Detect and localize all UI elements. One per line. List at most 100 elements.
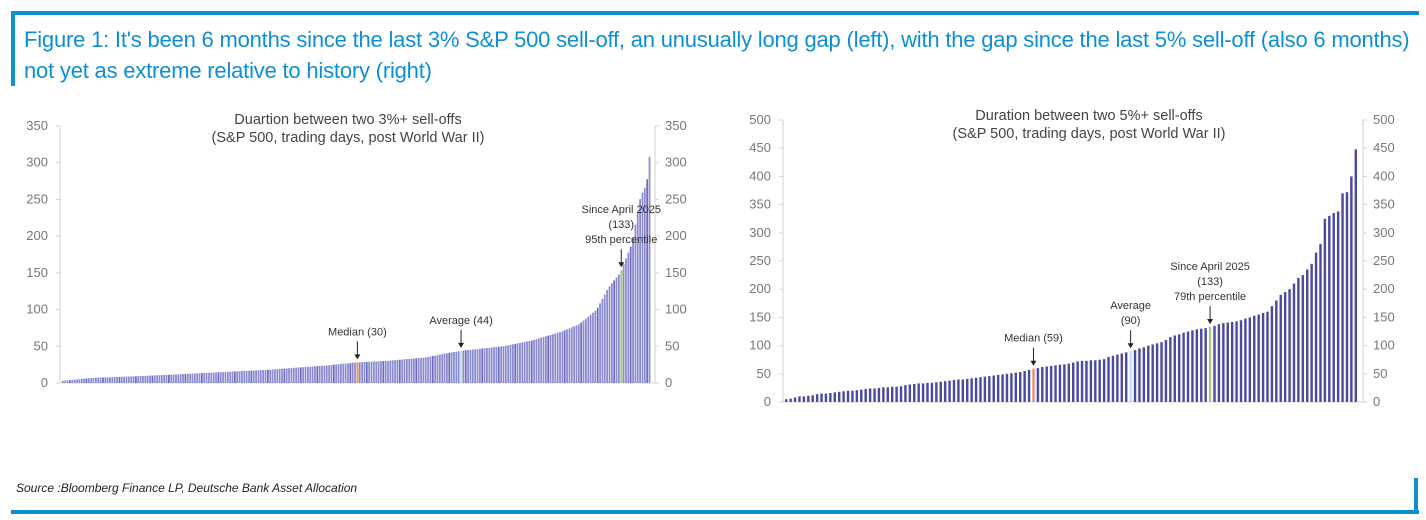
- bar: [556, 332, 559, 383]
- bar: [899, 386, 903, 402]
- bar: [179, 374, 182, 383]
- bar: [391, 360, 394, 383]
- bar: [1297, 277, 1300, 402]
- bar: [802, 396, 806, 402]
- bar: [526, 341, 528, 383]
- bar: [231, 371, 234, 383]
- bar: [563, 330, 566, 383]
- bar: [1155, 343, 1159, 402]
- bar: [1089, 360, 1093, 402]
- bar: [573, 326, 576, 383]
- bar: [330, 364, 333, 383]
- bar: [453, 351, 455, 383]
- bar: [618, 274, 620, 383]
- bar: [798, 396, 801, 402]
- bar: [1306, 269, 1309, 402]
- y-tick-label-right: 0: [1373, 394, 1380, 409]
- bar: [342, 363, 345, 383]
- annotation-label: 79th percentile: [1174, 291, 1246, 303]
- bar: [347, 363, 349, 383]
- bar: [389, 360, 392, 383]
- bar: [106, 377, 109, 383]
- bar: [427, 356, 429, 383]
- bar: [469, 349, 472, 383]
- bar: [549, 334, 552, 383]
- bar: [625, 258, 627, 383]
- bar: [332, 364, 335, 383]
- bar: [495, 346, 498, 383]
- bar: [62, 380, 64, 383]
- bar: [497, 346, 500, 383]
- bar: [398, 359, 401, 383]
- bar: [1164, 339, 1168, 402]
- bars: [785, 149, 1358, 402]
- bar: [259, 370, 262, 383]
- bar: [182, 374, 184, 383]
- bar: [523, 341, 526, 383]
- bar: [160, 375, 163, 383]
- chart-title: Duartion between two 3%+ sell-offs: [234, 112, 461, 128]
- bar: [855, 390, 859, 402]
- y-tick-label-left: 350: [26, 118, 48, 133]
- bar: [833, 392, 836, 402]
- bar: [358, 362, 361, 383]
- bar: [325, 365, 328, 383]
- bar: [807, 395, 810, 402]
- bar: [1332, 213, 1335, 402]
- bar: [1049, 365, 1053, 402]
- bar: [873, 388, 876, 402]
- bar: [457, 351, 460, 383]
- chart-title: Duration between two 5%+ sell-offs: [975, 108, 1202, 124]
- y-tick-label-left: 50: [757, 366, 771, 381]
- bar: [890, 386, 894, 402]
- y-tick-label-left: 150: [26, 265, 48, 280]
- bar: [935, 382, 938, 402]
- bar: [566, 329, 568, 383]
- bar: [1098, 359, 1101, 402]
- bar: [384, 360, 387, 383]
- bar: [92, 377, 95, 383]
- bar: [71, 379, 74, 383]
- bar: [554, 333, 557, 383]
- bar: [156, 375, 159, 383]
- bar: [116, 376, 118, 383]
- bar: [917, 383, 920, 402]
- bar: [481, 348, 484, 383]
- bar: [1058, 364, 1062, 402]
- bar: [191, 373, 194, 383]
- annotation-label: Median (59): [1004, 333, 1063, 345]
- y-tick-label-left: 350: [749, 197, 771, 212]
- bar: [224, 371, 227, 383]
- bar: [561, 331, 564, 383]
- bar: [829, 392, 832, 402]
- bar: [201, 373, 203, 383]
- bar: [613, 280, 616, 383]
- bar: [226, 371, 229, 383]
- bar: [544, 336, 547, 383]
- bar: [948, 380, 951, 402]
- bar: [957, 379, 960, 402]
- bar: [793, 397, 797, 402]
- bar: [212, 372, 215, 383]
- bar: [1336, 211, 1340, 402]
- bar: [533, 339, 535, 383]
- bar: [1085, 360, 1088, 402]
- bar: [1350, 176, 1353, 402]
- bar: [820, 393, 823, 402]
- bar: [921, 383, 925, 402]
- bar: [1111, 355, 1115, 402]
- bar: [1094, 360, 1097, 402]
- bar: [467, 350, 469, 383]
- bar: [450, 352, 453, 383]
- bar: [464, 350, 467, 383]
- bar: [415, 358, 418, 383]
- bar: [1244, 318, 1247, 402]
- bar: [111, 377, 114, 383]
- bar: [1151, 344, 1154, 402]
- bar: [295, 367, 298, 383]
- annotation-arrowhead: [1030, 360, 1037, 366]
- y-tick-label-left: 250: [749, 253, 771, 268]
- bar: [530, 340, 533, 383]
- bar: [895, 386, 898, 402]
- bar: [1323, 218, 1327, 402]
